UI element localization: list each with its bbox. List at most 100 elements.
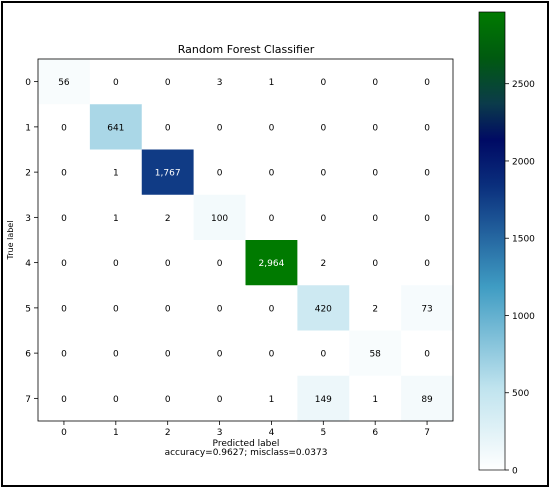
- cell-value-label: 100: [211, 214, 228, 224]
- cell-value-label: 1: [269, 395, 275, 405]
- colorbar-tick-label: 2500: [512, 80, 535, 90]
- cell-value-label: 0: [113, 350, 119, 360]
- cell-value-label: 0: [424, 350, 430, 360]
- cell-value-label: 0: [269, 304, 275, 314]
- colorbar-tick-label: 1000: [512, 312, 535, 322]
- heatmap-cell: [89, 240, 143, 286]
- cell-value-label: 0: [320, 123, 326, 133]
- cell-value-label: 1: [113, 169, 119, 179]
- cell-value-label: 0: [61, 123, 67, 133]
- heatmap-cell: [141, 285, 194, 331]
- cell-value-label: 1,767: [155, 169, 181, 179]
- heatmap-cell: [297, 104, 350, 150]
- cell-value-label: 0: [61, 259, 67, 269]
- heatmap-cell: [89, 330, 143, 377]
- cell-value-label: 2: [320, 259, 326, 269]
- cell-value-label: 0: [269, 350, 275, 360]
- colorbar: [478, 11, 506, 471]
- x-tick-label: 5: [320, 428, 326, 438]
- heatmap-cell: [141, 59, 194, 105]
- cell-value-label: 0: [372, 123, 378, 133]
- cell-value-label: 0: [372, 78, 378, 88]
- cell-value-label: 58: [369, 350, 381, 360]
- y-tick-label: 3: [25, 214, 31, 224]
- cell-value-label: 89: [421, 395, 433, 405]
- heatmap-cell: [141, 240, 194, 286]
- cell-value-label: 0: [424, 78, 430, 88]
- cell-value-label: 0: [113, 304, 119, 314]
- heatmap-cell: [38, 194, 91, 241]
- plot-area-border: [37, 58, 454, 422]
- chart-title: Random Forest Classifier: [178, 43, 315, 56]
- heatmap-cell: [297, 240, 350, 286]
- heatmap-cell: [401, 375, 454, 422]
- heatmap-cell: [38, 375, 91, 422]
- heatmap-cell: [141, 104, 194, 150]
- heatmap-cell: [38, 59, 91, 105]
- colorbar-tick-label: 500: [512, 389, 529, 399]
- heatmap-cell: [245, 149, 298, 196]
- heatmap-cell: [245, 194, 298, 241]
- heatmap-cell: [89, 375, 143, 422]
- cell-value-label: 0: [320, 350, 326, 360]
- cell-value-label: 0: [372, 169, 378, 179]
- heatmap-cell: [349, 375, 402, 422]
- heatmap-cell: [297, 285, 350, 331]
- cell-value-label: 2,964: [259, 259, 285, 269]
- x-tick-label: 1: [113, 428, 119, 438]
- heatmap-cell: [349, 59, 402, 105]
- heatmap-cell: [193, 59, 246, 105]
- y-tick-label: 5: [25, 304, 31, 314]
- heatmap-cell: [349, 240, 402, 286]
- cell-value-label: 0: [165, 78, 171, 88]
- heatmap-cell: [349, 104, 402, 150]
- heatmap-cell: [401, 285, 454, 331]
- heatmap-cell: [297, 330, 350, 377]
- heatmap-cell: [193, 240, 246, 286]
- cell-value-label: 3: [217, 78, 223, 88]
- heatmap-cell: [193, 330, 246, 377]
- colorbar-tick-label: 2000: [512, 157, 535, 167]
- cell-value-label: 0: [320, 214, 326, 224]
- cell-value-label: 0: [217, 169, 223, 179]
- heatmap-cell: [38, 149, 91, 196]
- accuracy-footnote: accuracy=0.9627; misclass=0.0373: [165, 448, 328, 458]
- cell-value-label: 0: [165, 259, 171, 269]
- heatmap-cell: [401, 104, 454, 150]
- y-axis-label: True label: [6, 221, 15, 261]
- cell-value-label: 0: [372, 259, 378, 269]
- heatmap-cell: [38, 285, 91, 331]
- x-tick-label: 0: [61, 428, 67, 438]
- cell-value-label: 641: [107, 123, 124, 133]
- x-tick-label: 7: [424, 428, 430, 438]
- heatmap-cell: [38, 240, 91, 286]
- cell-value-label: 0: [424, 123, 430, 133]
- cell-value-label: 0: [61, 350, 67, 360]
- colorbar-ticks: 0 500 1000 1500 2000 2500: [505, 80, 535, 477]
- cell-value-label: 0: [61, 304, 67, 314]
- cell-value-label: 0: [320, 78, 326, 88]
- heatmap-cell: [245, 375, 298, 422]
- y-tick-label: 1: [25, 123, 31, 133]
- cell-value-label: 0: [217, 304, 223, 314]
- heatmap-cell: [245, 240, 298, 286]
- heatmap-cell: [89, 285, 143, 331]
- cell-value-label: 0: [113, 78, 119, 88]
- heatmap-cell: [193, 149, 246, 196]
- heatmap-cell: [89, 149, 143, 196]
- x-tick-label: 3: [217, 428, 223, 438]
- heatmap-cell: [349, 149, 402, 196]
- cell-value-label: 0: [113, 259, 119, 269]
- heatmap-cell: [349, 194, 402, 241]
- heatmap-cell: [297, 375, 350, 422]
- cell-value-label: 56: [58, 78, 70, 88]
- cell-value-label: 0: [61, 214, 67, 224]
- heatmap-cell: [193, 375, 246, 422]
- colorbar-tick-label: 1500: [512, 235, 535, 245]
- heatmap-cell: [297, 59, 350, 105]
- cell-value-label: 1: [372, 395, 378, 405]
- cell-value-label: 0: [61, 169, 67, 179]
- heatmap-cell: [38, 104, 91, 150]
- heatmap-cell: [193, 194, 246, 241]
